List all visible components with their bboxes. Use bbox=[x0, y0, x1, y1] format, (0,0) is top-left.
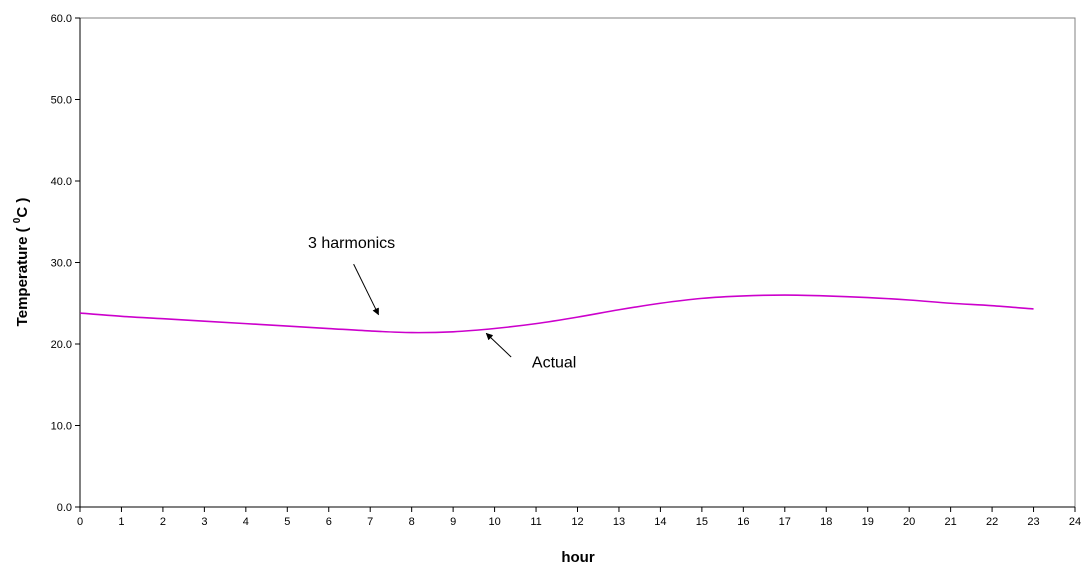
y-tick-label: 0.0 bbox=[57, 502, 72, 514]
x-tick-label: 3 bbox=[201, 516, 207, 528]
y-tick-label: 30.0 bbox=[51, 258, 72, 270]
axes: 0 1 2 3 4 5 6 7 8 9 10 11 12 13 14 15 16 17 18 19 20 21 22 23 24… bbox=[51, 13, 1082, 528]
x-tick-label: 17 bbox=[779, 516, 791, 528]
x-tick-label: 20 bbox=[903, 516, 915, 528]
x-tick-label: 15 bbox=[696, 516, 708, 528]
x-tick-label: 4 bbox=[243, 516, 249, 528]
x-tick-label: 18 bbox=[820, 516, 832, 528]
x-tick-label: 11 bbox=[530, 516, 541, 528]
y-tick-label: 10.0 bbox=[51, 421, 72, 433]
x-tick-label: 7 bbox=[367, 516, 373, 528]
x-tick-label: 12 bbox=[571, 516, 583, 528]
x-tick-label: 14 bbox=[654, 516, 666, 528]
y-axis-title-superscript: 0 bbox=[12, 217, 23, 223]
x-tick-label: 0 bbox=[77, 516, 83, 528]
x-tick-label: 6 bbox=[326, 516, 332, 528]
x-tick-label: 9 bbox=[450, 516, 456, 528]
x-tick-label: 1 bbox=[118, 516, 124, 528]
y-tick-label: 20.0 bbox=[51, 339, 72, 351]
y-tick-label: 50.0 bbox=[51, 95, 72, 107]
y-axis-title-end: C ) bbox=[14, 198, 31, 218]
x-tick-label: 19 bbox=[862, 516, 874, 528]
annotation-layer: 3 harmonics Actual bbox=[308, 235, 576, 372]
x-axis-title: hour bbox=[561, 549, 594, 566]
x-tick-label: 22 bbox=[986, 516, 998, 528]
x-tick-label: 23 bbox=[1027, 516, 1039, 528]
annotation-label: 3 harmonics bbox=[308, 235, 395, 252]
x-tick-label: 10 bbox=[488, 516, 500, 528]
annotation-arrow bbox=[353, 263, 379, 316]
series-layer bbox=[79, 294, 1034, 334]
x-tick-label: 5 bbox=[284, 516, 290, 528]
annotation-label: Actual bbox=[532, 355, 576, 372]
y-tick-label: 40.0 bbox=[51, 176, 72, 188]
x-tick-label: 24 bbox=[1069, 516, 1081, 528]
y-tick-label: 60.0 bbox=[51, 13, 72, 25]
x-tick-label: 8 bbox=[409, 516, 415, 528]
x-tick-label: 16 bbox=[737, 516, 749, 528]
annotation-arrow bbox=[485, 332, 512, 358]
x-tick-label: 13 bbox=[613, 516, 625, 528]
series-line bbox=[79, 294, 1034, 334]
y-axis-title: Temperature ( 0C ) bbox=[12, 198, 31, 327]
plot-area-frame bbox=[79, 17, 1076, 508]
y-axis-title-main: Temperature ( bbox=[14, 223, 31, 326]
x-tick-label: 21 bbox=[945, 516, 957, 528]
x-tick-label: 2 bbox=[160, 516, 166, 528]
